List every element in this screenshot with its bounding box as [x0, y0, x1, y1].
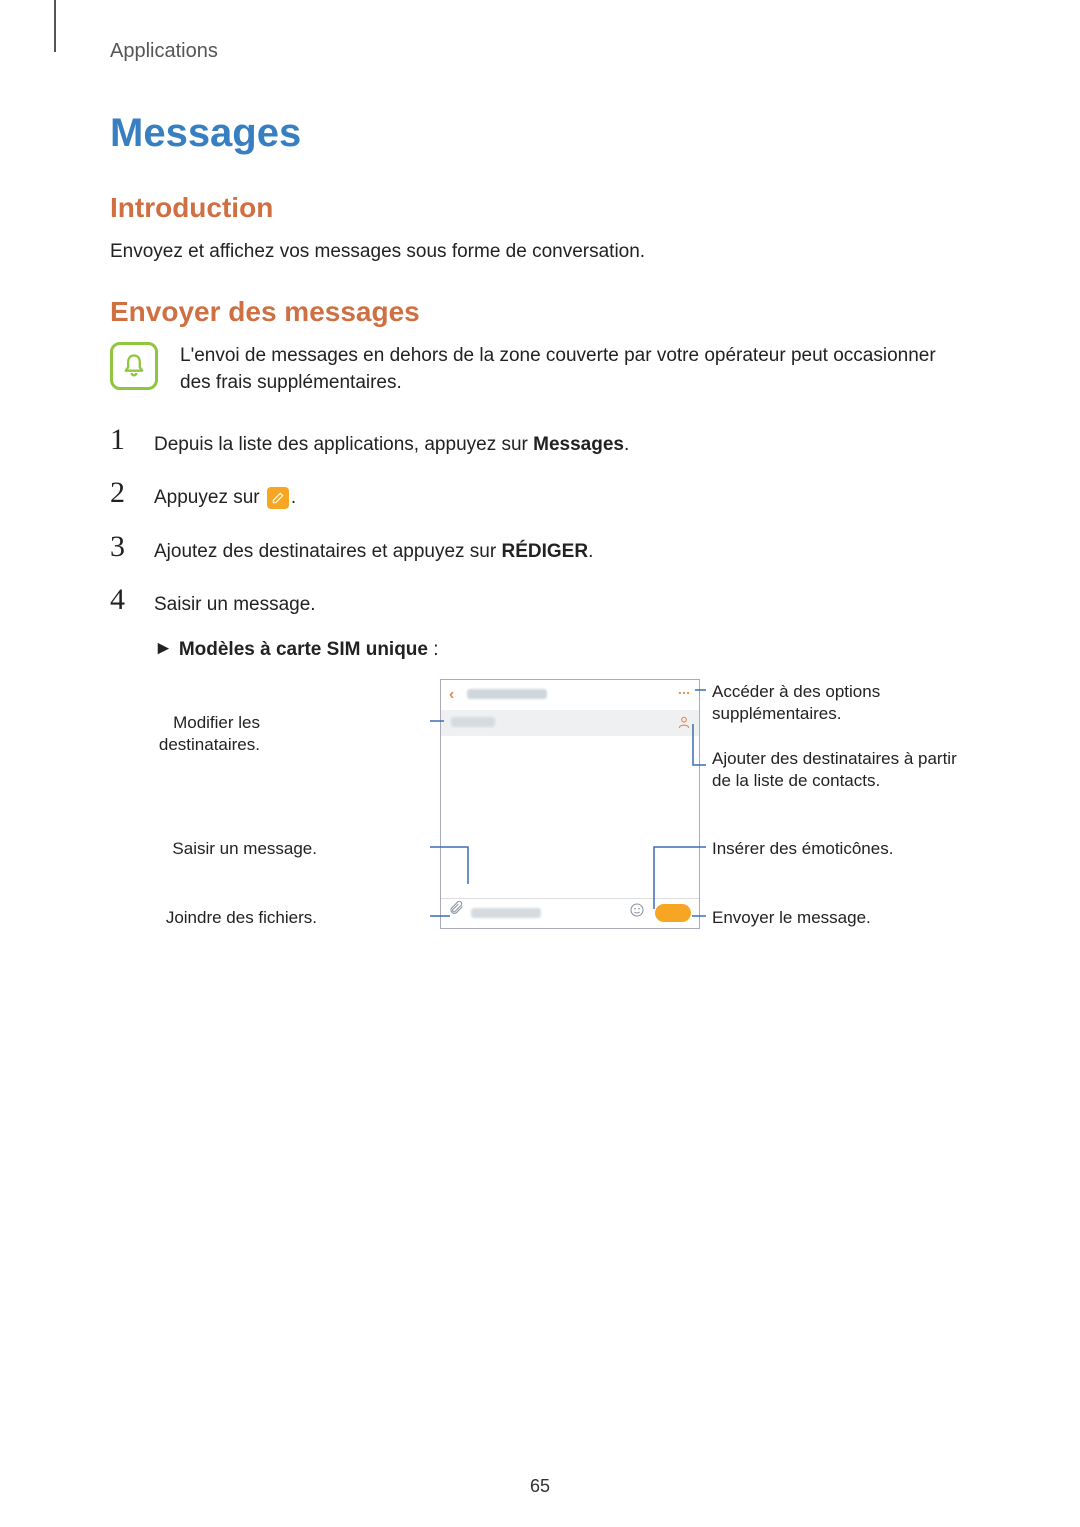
- step-3: 3 Ajoutez des destinataires et appuyez s…: [110, 532, 970, 566]
- callout-modify-recipients: Modifier les destinataires.: [110, 712, 260, 756]
- send-heading: Envoyer des messages: [110, 296, 970, 328]
- send-button: [655, 904, 691, 922]
- step-text: Depuis la liste des applications, appuye…: [154, 425, 629, 459]
- bell-note-icon: [110, 342, 158, 390]
- callout-attach-files: Joindre des fichiers.: [110, 907, 317, 929]
- step2-pre: Appuyez sur: [154, 487, 265, 508]
- sub-step: ► Modèles à carte SIM unique :: [154, 639, 970, 661]
- contact-icon: [677, 714, 691, 733]
- step1-pre: Depuis la liste des applications, appuye…: [154, 434, 533, 455]
- step-number: 2: [110, 478, 136, 508]
- step3-pre: Ajoutez des destinataires et appuyez sur: [154, 541, 501, 562]
- emoji-icon: [629, 902, 645, 921]
- step-number: 3: [110, 532, 136, 562]
- back-icon: ‹: [449, 686, 454, 704]
- note-row: L'envoi de messages en dehors de la zone…: [110, 342, 970, 397]
- message-input-placeholder: [471, 908, 541, 918]
- phone-body: [441, 736, 699, 898]
- step-4: 4 Saisir un message.: [110, 585, 970, 619]
- intro-body: Envoyez et affichez vos messages sous fo…: [110, 238, 970, 266]
- intro-heading: Introduction: [110, 192, 970, 224]
- callout-send-message: Envoyer le message.: [712, 907, 970, 929]
- step3-bold: RÉDIGER: [501, 541, 588, 562]
- sub-post: :: [428, 639, 439, 660]
- callout-more-options: Accéder à des options supplémentaires.: [712, 681, 970, 725]
- step-text: Saisir un message.: [154, 585, 316, 619]
- phone-mockup: ‹: [440, 679, 700, 929]
- compose-icon: [267, 487, 289, 509]
- step-2: 2 Appuyez sur .: [110, 478, 970, 512]
- step-1: 1 Depuis la liste des applications, appu…: [110, 425, 970, 459]
- callout-enter-message: Saisir un message.: [110, 838, 317, 860]
- phone-diagram: ‹: [110, 679, 970, 939]
- callout-insert-emoji: Insérer des émoticônes.: [712, 838, 970, 860]
- attach-icon: [449, 900, 465, 921]
- header-section-label: Applications: [110, 40, 970, 63]
- page-number: 65: [0, 1476, 1080, 1497]
- note-text: L'envoi de messages en dehors de la zone…: [180, 342, 970, 397]
- phone-title-placeholder: [467, 689, 547, 699]
- triangle-icon: ►: [154, 638, 173, 660]
- step-text: Ajoutez des destinataires et appuyez sur…: [154, 532, 593, 566]
- step2-post: .: [291, 487, 296, 508]
- more-options-icon: [677, 686, 691, 703]
- side-rule: [54, 0, 56, 52]
- step-text: Appuyez sur .: [154, 478, 296, 512]
- step1-post: .: [624, 434, 629, 455]
- page-title: Messages: [110, 111, 970, 156]
- step3-post: .: [588, 541, 593, 562]
- callout-add-contacts: Ajouter des destinataires à partir de la…: [712, 748, 970, 792]
- sub-bold: Modèles à carte SIM unique: [179, 639, 428, 660]
- step1-bold: Messages: [533, 434, 624, 455]
- step-number: 4: [110, 585, 136, 615]
- recipient-placeholder: [451, 717, 495, 727]
- step-number: 1: [110, 425, 136, 455]
